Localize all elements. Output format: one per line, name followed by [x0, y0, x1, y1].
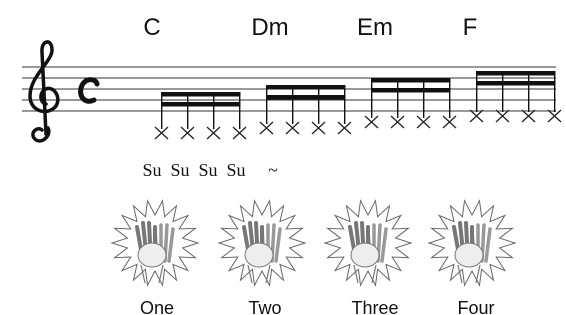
- notes: [155, 71, 561, 139]
- clap-icon: [219, 201, 305, 286]
- palm: [351, 243, 379, 267]
- palm: [138, 243, 166, 267]
- syllable: Su: [170, 160, 189, 180]
- note-group: [260, 85, 351, 134]
- clap-icon: [429, 201, 515, 286]
- count-label: One: [140, 298, 174, 315]
- count-label: Two: [248, 298, 281, 315]
- syllable: Su: [198, 160, 217, 180]
- count-label: Four: [457, 298, 494, 315]
- chord-name: Dm: [251, 14, 288, 41]
- beam: [371, 78, 451, 83]
- clap-icon: [325, 201, 411, 286]
- beam: [161, 92, 241, 97]
- note-group: [470, 71, 561, 122]
- chord-name: Em: [357, 14, 393, 41]
- note-group: [155, 92, 246, 139]
- beam: [266, 95, 346, 100]
- syllable: ~: [268, 160, 278, 180]
- chord-name: C: [143, 14, 160, 41]
- chord-name: F: [463, 14, 478, 41]
- note-group: [365, 78, 456, 128]
- beam: [161, 102, 241, 107]
- beam: [371, 88, 451, 93]
- beam: [476, 81, 556, 86]
- syllable: Su: [142, 160, 161, 180]
- palm: [245, 243, 273, 267]
- syllable: Su: [226, 160, 245, 180]
- count-label: Three: [351, 298, 398, 315]
- beam: [476, 71, 556, 76]
- clap-icons: [112, 201, 515, 286]
- beam: [266, 85, 346, 90]
- clap-icon: [112, 201, 198, 286]
- treble-clef: [30, 42, 58, 141]
- score: C Dm Em F Su Su Su Su ~ One Two Three Four: [0, 0, 566, 315]
- palm: [455, 243, 483, 267]
- common-time: [81, 80, 97, 102]
